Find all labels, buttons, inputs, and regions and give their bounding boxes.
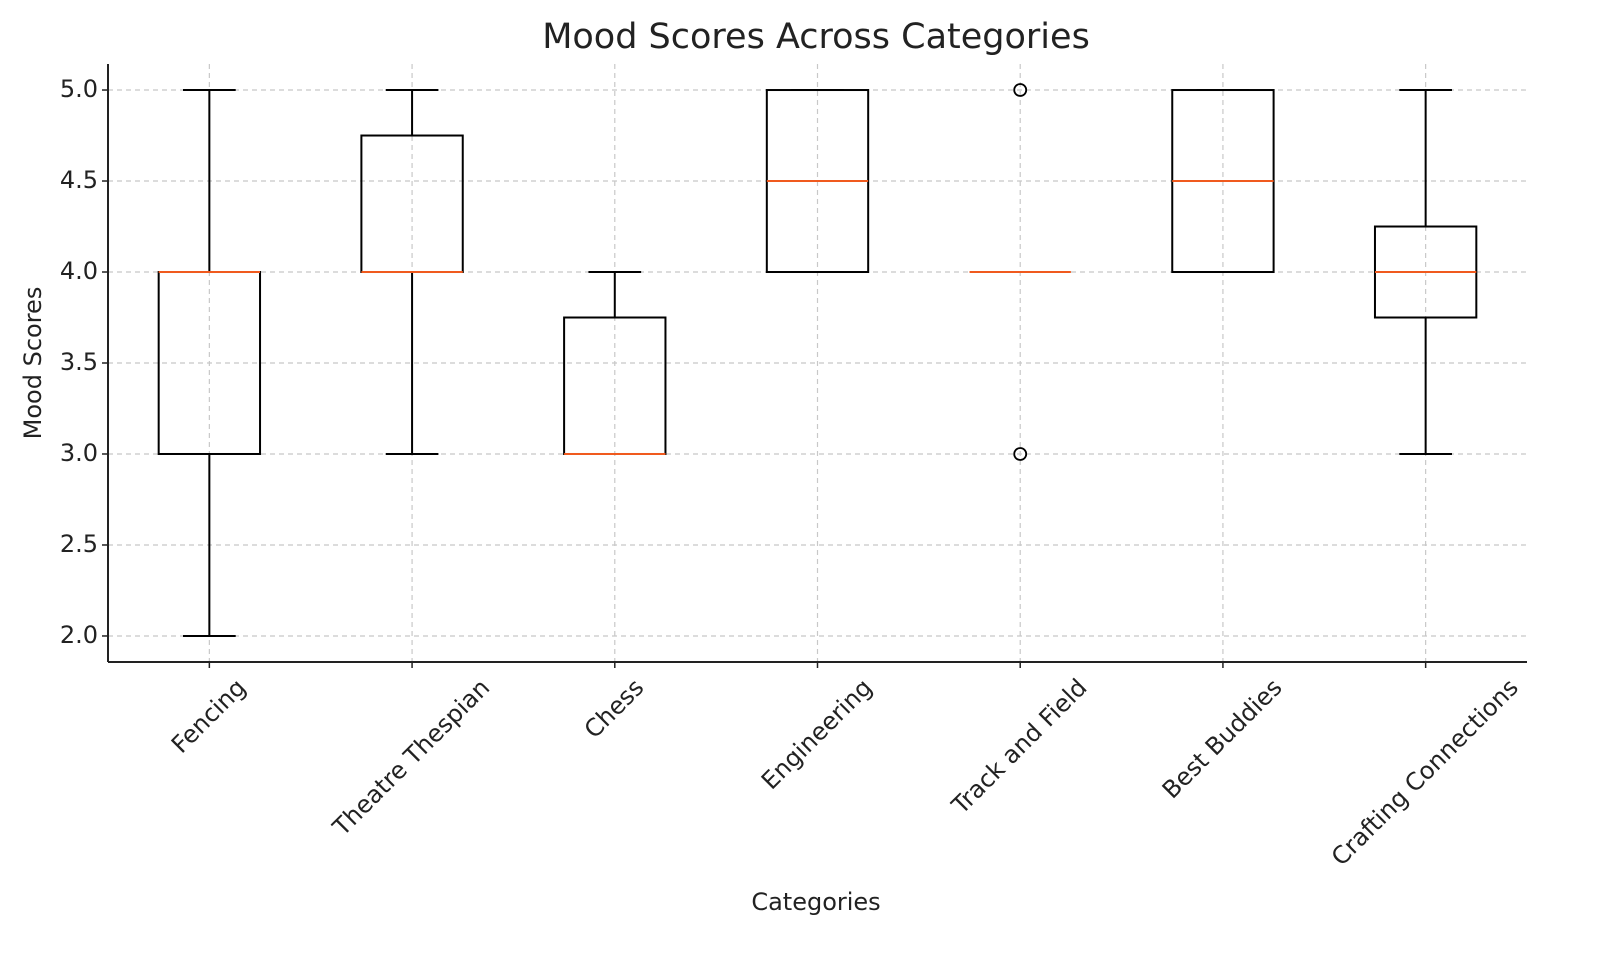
y-axis-label: Mood Scores: [19, 287, 47, 440]
x-tick-label: Crafting Connections: [1326, 673, 1524, 871]
outlier: [1013, 447, 1028, 461]
y-tick-label: 2.0: [60, 621, 98, 649]
y-tick-label: 2.5: [60, 530, 98, 558]
x-tick-label: Track and Field: [946, 673, 1093, 820]
y-tick-label: 3.5: [60, 348, 98, 376]
x-tick-label: Chess: [579, 673, 650, 744]
y-tick-label: 4.0: [60, 257, 98, 285]
outlier: [1013, 83, 1028, 97]
x-axis-label: Categories: [751, 888, 880, 916]
grid-layer: [108, 64, 1527, 662]
x-tick-label: Best Buddies: [1157, 673, 1288, 804]
y-tick-label: 5.0: [60, 75, 98, 103]
chart-title: Mood Scores Across Categories: [542, 17, 1090, 57]
y-tick-label: 3.0: [60, 439, 98, 467]
marks-layer: [157, 83, 1478, 637]
x-tick-label: Theatre Thespian: [327, 673, 496, 842]
x-tick-label: Engineering: [756, 673, 878, 795]
x-tick-label: Fencing: [166, 673, 251, 758]
y-tick-label: 4.5: [60, 166, 98, 194]
